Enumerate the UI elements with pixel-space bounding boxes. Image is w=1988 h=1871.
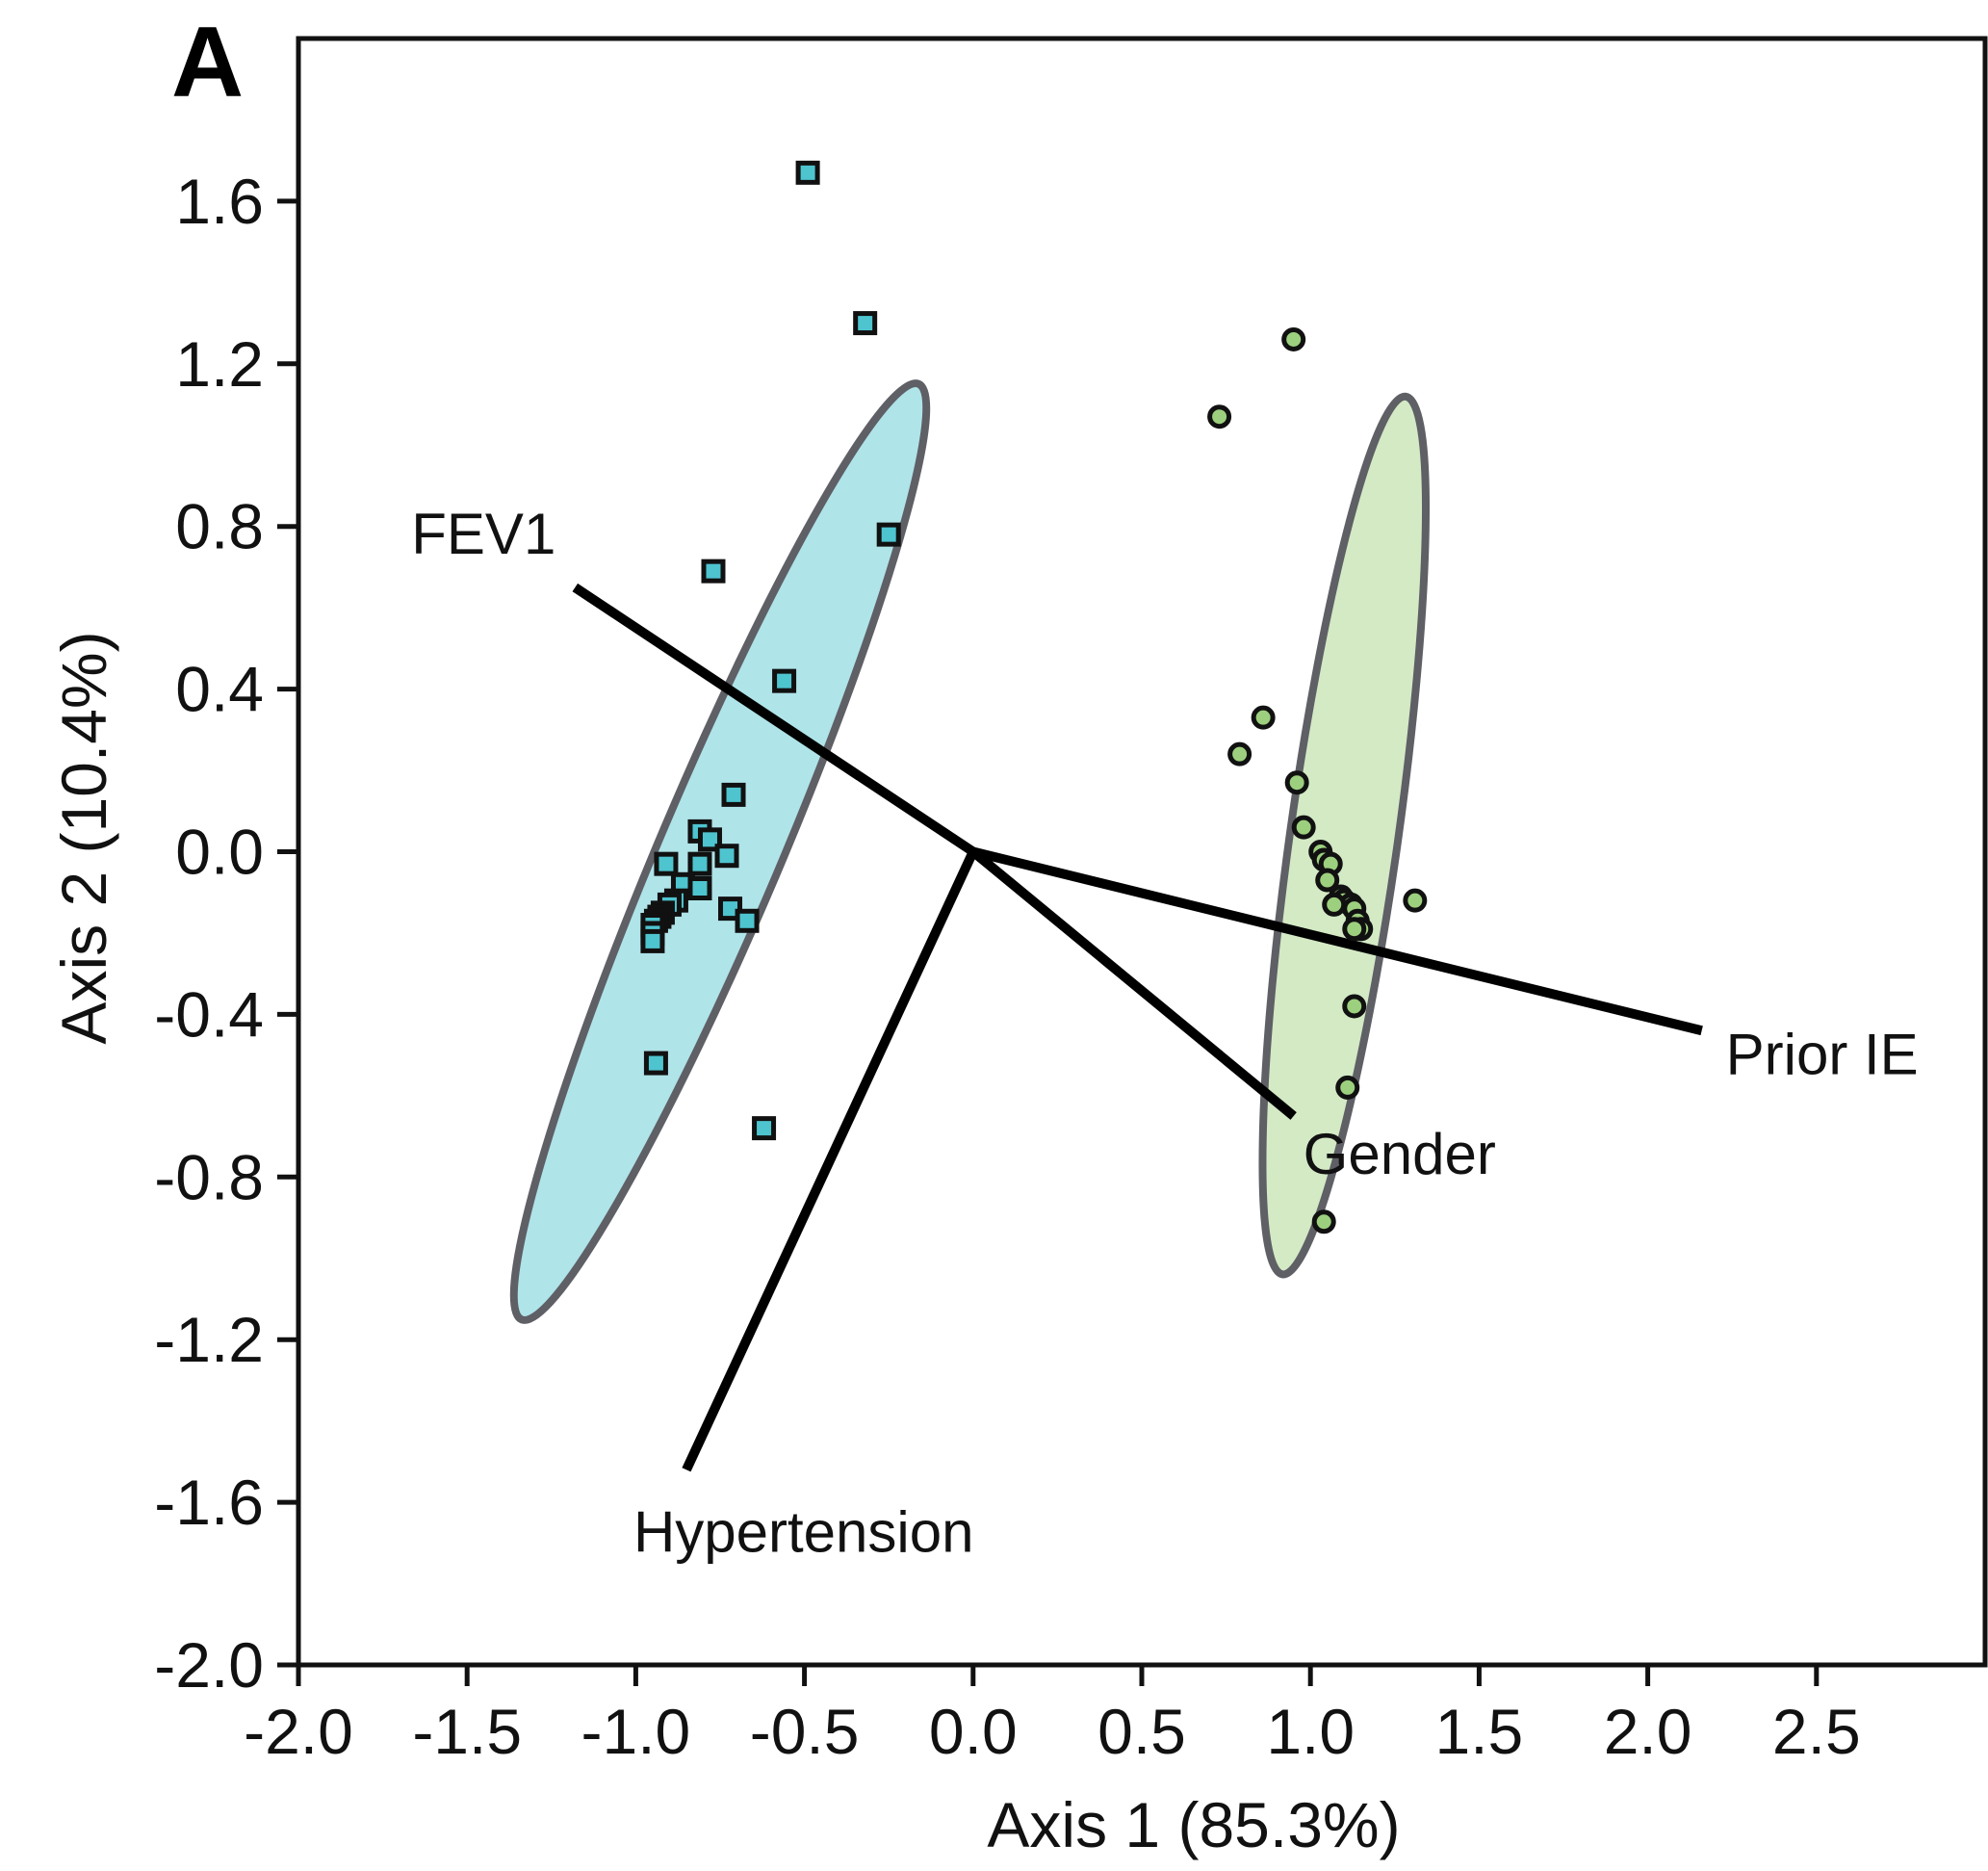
group-2-point — [1322, 892, 1347, 917]
group-2-point — [1335, 1075, 1360, 1100]
group-1-point — [687, 851, 712, 876]
x-tick-label: 1.5 — [1435, 1696, 1524, 1767]
loading-vectors: FEV1 Prior IE Gender Hypertension — [411, 502, 1918, 1564]
x-tick-label: 0.0 — [929, 1696, 1018, 1767]
x-axis: -2.0 -1.5 -1.0 -0.5 0.0 0.5 1.0 1.5 2.0 2.5 — [244, 1665, 1861, 1767]
group-1-point — [721, 782, 746, 807]
vector-label-fev1: FEV1 — [411, 502, 555, 566]
group-1-point — [697, 827, 722, 852]
group-2-point — [1207, 404, 1232, 429]
group-1-point — [654, 851, 679, 876]
group-1-point — [772, 668, 797, 693]
vector-prior-ie — [971, 846, 1703, 1036]
group-2-point — [1403, 888, 1428, 913]
group-1-point — [640, 928, 665, 953]
group-1-point — [853, 311, 878, 336]
data-points — [640, 160, 1428, 1234]
x-tick-label: 0.5 — [1097, 1696, 1186, 1767]
x-tick-label: -1.0 — [581, 1696, 691, 1767]
vector-label-hypertension: Hypertension — [633, 1499, 974, 1564]
group-2-ellipse — [1258, 392, 1431, 1279]
y-tick-label: 1.6 — [175, 166, 264, 237]
y-tick-label: -0.8 — [154, 1141, 264, 1212]
group-1-point — [643, 1051, 668, 1076]
y-tick-label: 0.8 — [175, 491, 264, 562]
y-tick-label: 0.4 — [175, 654, 264, 725]
plot-frame — [296, 36, 1988, 1668]
vector-label-prior-ie: Prior IE — [1726, 1022, 1919, 1086]
y-tick-label: -1.6 — [154, 1467, 264, 1538]
y-axis-title: Axis 2 (10.4%) — [48, 631, 119, 1044]
x-tick-label: 2.5 — [1772, 1696, 1861, 1767]
y-tick-label: 1.2 — [175, 328, 264, 400]
group-2-point — [1281, 326, 1306, 351]
group-2-point — [1227, 741, 1252, 767]
group-2-point — [1315, 868, 1340, 893]
y-tick-label: -0.4 — [154, 978, 264, 1050]
x-tick-label: 1.0 — [1266, 1696, 1355, 1767]
group-2-point — [1284, 770, 1309, 795]
group-2-point — [1342, 994, 1367, 1019]
group-2-point — [1311, 1209, 1336, 1234]
group-2-point — [1251, 705, 1276, 730]
y-tick-label: 0.0 — [175, 817, 264, 888]
group-1-point — [701, 559, 726, 584]
x-tick-label: -1.5 — [412, 1696, 522, 1767]
group-1-point — [795, 160, 820, 185]
x-tick-label: -0.5 — [750, 1696, 860, 1767]
group-1-point — [687, 876, 712, 901]
y-tick-label: -2.0 — [154, 1629, 264, 1701]
x-tick-label: 2.0 — [1604, 1696, 1692, 1767]
group-2-point — [1291, 815, 1316, 840]
panel-label: A — [171, 7, 244, 118]
x-axis-title: Axis 1 (85.3%) — [987, 1789, 1400, 1860]
y-tick-label: -1.2 — [154, 1304, 264, 1375]
group-1-point — [876, 522, 901, 547]
vector-gender — [969, 847, 1297, 1120]
vector-label-gender: Gender — [1304, 1122, 1496, 1186]
group-1-point — [714, 844, 739, 869]
vector-hypertension — [682, 849, 978, 1472]
group-1-point — [735, 908, 760, 933]
group-2-point — [1342, 917, 1367, 942]
group-1-point — [718, 897, 743, 922]
group-1-point — [752, 1116, 777, 1141]
x-tick-label: -2.0 — [244, 1696, 353, 1767]
vector-fev1 — [572, 583, 976, 856]
y-axis: -2.0 -1.6 -1.2 -0.8 -0.4 0.0 0.4 0.8 1.2 1.6 — [154, 166, 298, 1701]
